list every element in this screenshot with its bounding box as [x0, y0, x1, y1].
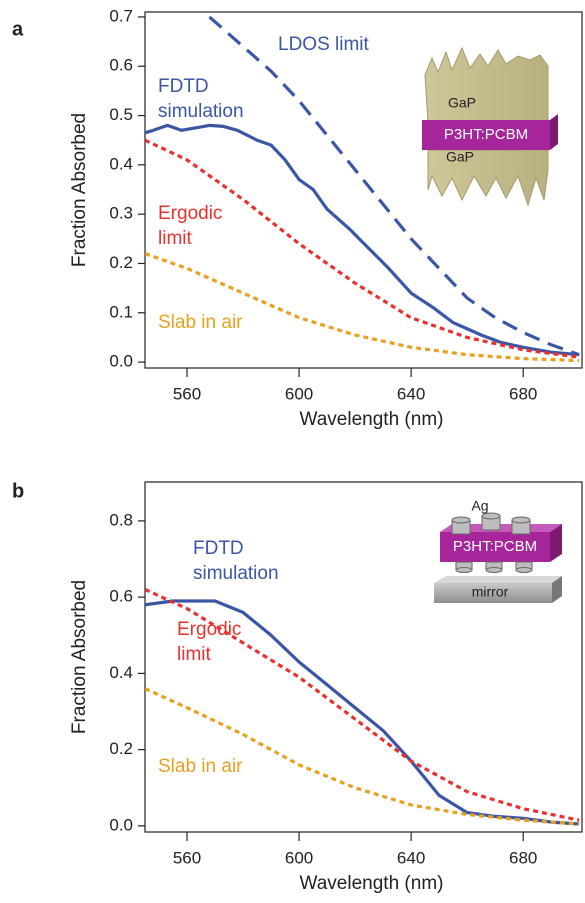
plot-frame	[144, 11, 583, 369]
x-tick-label: 560	[173, 848, 201, 867]
plot-frame	[144, 481, 583, 833]
x-tick-label: 680	[509, 848, 537, 867]
y-tick-label: 0.4	[109, 154, 133, 173]
series-label-line: FDTD	[158, 76, 214, 97]
x-tick-label: 640	[397, 848, 425, 867]
series-line	[145, 588, 580, 822]
y-tick-label: 0.4	[109, 663, 133, 682]
y-tick-label: 0.5	[109, 105, 133, 124]
y-tick-label: 0.0	[109, 815, 133, 834]
series-line	[145, 138, 580, 359]
series-label: Slab in air	[158, 756, 243, 777]
series-label-line: limit	[177, 644, 211, 665]
series-line	[145, 123, 580, 357]
y-tick-label: 0.3	[109, 204, 133, 223]
panel-label: a	[12, 18, 24, 40]
series-line	[208, 15, 580, 357]
series-label: Ergodic limit	[177, 619, 247, 665]
y-tick-label: 0.6	[109, 56, 133, 75]
x-tick-label: 600	[285, 848, 313, 867]
y-axis-label: Fraction Absorbed	[69, 113, 90, 267]
series-label-line: limit	[158, 228, 192, 249]
series-line	[145, 687, 580, 826]
x-tick-label: 680	[509, 384, 537, 403]
inset-label: Ag	[471, 498, 488, 514]
y-tick-label: 0.7	[109, 6, 133, 25]
panel-label: b	[12, 480, 24, 502]
series-label-line: Ergodic	[177, 619, 247, 640]
x-tick-label: 600	[285, 384, 313, 403]
y-tick-label: 0.2	[109, 739, 133, 758]
inset-label: GaP	[446, 149, 474, 165]
series-label: FDTD simulation	[193, 538, 279, 584]
inset-label: GaP	[448, 95, 476, 111]
series-label-line: simulation	[193, 563, 279, 584]
series-line	[145, 252, 580, 363]
y-tick-label: 0.8	[109, 510, 133, 529]
inset-label: P3HT:PCBM	[444, 126, 528, 143]
series-label: Ergodic limit	[158, 203, 228, 249]
x-tick-label: 640	[397, 384, 425, 403]
y-tick-label: 0.1	[109, 302, 133, 321]
inset-label: mirror	[472, 584, 509, 600]
chart: a 0.0 0.1 0.2 0.3 0.4 0.5 0.6 0.7 560 600 640 680 Wav…	[12, 6, 583, 430]
inset-b-drawing	[434, 512, 562, 603]
series-label: LDOS limit	[278, 34, 370, 55]
inset-a-drawing	[422, 46, 558, 207]
y-tick-label: 0.0	[109, 352, 133, 371]
series-label-line: simulation	[158, 101, 244, 122]
y-axis-label: Fraction Absorbed	[69, 580, 90, 734]
y-tick-label: 0.6	[109, 587, 133, 606]
x-tick-label: 560	[173, 384, 201, 403]
series-label-line: FDTD	[193, 538, 249, 559]
series-label: Slab in air	[158, 312, 243, 333]
y-tick-label: 0.2	[109, 253, 133, 272]
chart: b 0.0 0.2 0.4 0.6 0.8 560 600 640 680 Wavelength (…	[12, 480, 583, 894]
series-label-line: Ergodic	[158, 203, 228, 224]
x-axis-label: Wavelength (nm)	[300, 409, 444, 430]
inset-label: P3HT:PCBM	[453, 538, 537, 555]
x-axis-label: Wavelength (nm)	[300, 873, 444, 894]
series-label: FDTD simulation	[158, 76, 244, 122]
